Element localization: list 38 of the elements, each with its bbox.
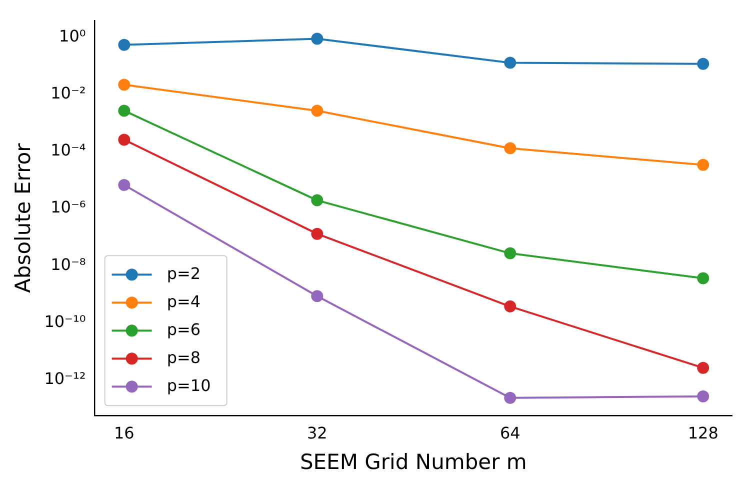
x-tick-label: 16 xyxy=(114,423,134,442)
point xyxy=(311,32,324,45)
point xyxy=(118,134,130,146)
legend-label: p=2 xyxy=(166,264,201,283)
point xyxy=(118,78,130,91)
y-axis-title: Absolute Error xyxy=(11,142,36,293)
point xyxy=(697,58,710,70)
point xyxy=(504,56,516,69)
point xyxy=(311,104,324,117)
y-tick-label: 10⁻² xyxy=(50,84,86,103)
point xyxy=(504,142,516,154)
y-tick-label: 10⁻¹² xyxy=(44,368,86,388)
y-tick-label: 10⁻⁸ xyxy=(50,254,86,274)
x-tick-label: 128 xyxy=(688,423,718,442)
y-tick-label: 10⁻⁶ xyxy=(50,198,86,217)
legend-label: p=10 xyxy=(166,376,211,395)
point xyxy=(118,38,130,51)
point xyxy=(311,228,324,240)
point xyxy=(504,392,516,404)
point xyxy=(311,290,324,302)
point xyxy=(697,158,710,171)
point xyxy=(697,272,710,284)
y-tick-label: 10⁻⁴ xyxy=(50,140,86,160)
x-axis-title: SEEM Grid Number m xyxy=(300,450,527,474)
point xyxy=(504,247,516,260)
point xyxy=(697,390,710,402)
point xyxy=(697,362,710,374)
point xyxy=(504,300,516,312)
x-tick-label: 32 xyxy=(306,423,328,442)
legend-label: p=4 xyxy=(166,292,201,311)
point xyxy=(311,194,324,206)
legend-label: p=6 xyxy=(166,320,201,339)
point xyxy=(118,179,130,192)
legend-label: p=8 xyxy=(166,348,201,367)
x-tick-label: 64 xyxy=(500,423,520,442)
y-tick-label: 10⁻¹⁰ xyxy=(44,312,86,331)
point xyxy=(118,104,130,117)
y-tick-label: 10⁰ xyxy=(59,26,86,46)
